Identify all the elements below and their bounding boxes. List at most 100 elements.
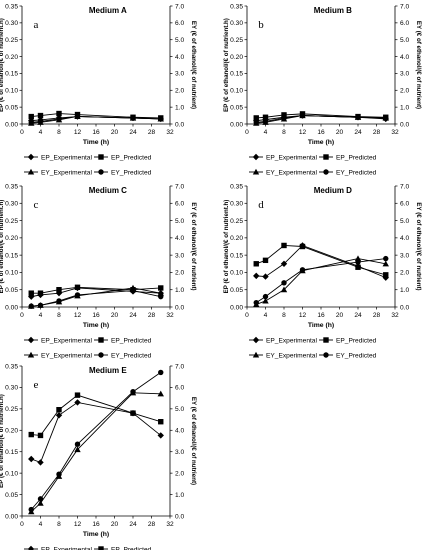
- x-axis-title: Time (h): [308, 322, 334, 329]
- x-tick-label: 28: [373, 129, 381, 136]
- legend-marker: [27, 153, 35, 161]
- x-axis-title: Time (h): [83, 531, 109, 538]
- legend-marker: [323, 337, 329, 343]
- legend-label: EY_Experimental: [41, 169, 92, 176]
- x-tick-label: 8: [282, 129, 286, 136]
- x-tick-label: 8: [282, 312, 286, 319]
- data-point: [157, 432, 164, 439]
- y-left-tick-label: 0.15: [230, 71, 243, 78]
- chart-title: Medium E: [89, 366, 127, 375]
- legend-label: EP_Experimental: [41, 337, 92, 344]
- data-point: [281, 242, 287, 249]
- x-tick-label: 8: [57, 312, 61, 319]
- y-left-tick-label: 0.35: [230, 183, 243, 190]
- series-EY_Experimental: [28, 389, 164, 515]
- y-right-tick-label: 5.0: [400, 218, 409, 225]
- legend-item: EP_Experimental: [24, 153, 92, 161]
- x-tick-label: 28: [148, 312, 156, 319]
- y-left-tick-label: 0.25: [5, 218, 18, 225]
- y-left-tick-label: 0.15: [5, 71, 18, 78]
- y-right-tick-label: 4.0: [400, 54, 409, 61]
- x-tick-label: 20: [111, 312, 119, 319]
- data-point: [157, 289, 164, 296]
- chart-panel-c: 0.00 0.05 0.10 0.15 0.20 0.25 0.30 0.35 0.0 1.0 2.…: [0, 183, 197, 359]
- x-tick-label: 12: [74, 521, 82, 528]
- y-left-tick-label: 0.05: [5, 287, 18, 294]
- y-right-tick-label: 5.0: [175, 37, 184, 44]
- legend-marker: [98, 169, 104, 175]
- legend: EP_Experimental EP_Predicted EY_Experiment…: [249, 153, 377, 176]
- series-EP_Experimental: [253, 112, 389, 124]
- x-tick-label: 16: [317, 312, 325, 319]
- legend-marker: [98, 154, 104, 160]
- y-axis-right-title: EY (€ of ethanol/(€ of nutrient): [415, 21, 422, 109]
- y-axis-right-title: EY (€ of ethanol/(€ of nutrient): [190, 21, 197, 109]
- x-tick-label: 24: [129, 129, 137, 136]
- y-left-tick-label: 0.05: [5, 492, 18, 499]
- legend-marker: [323, 169, 329, 175]
- y-right-tick-label: 7.0: [400, 183, 409, 190]
- x-tick-label: 12: [299, 129, 307, 136]
- legend-item: EP_Predicted: [319, 154, 377, 161]
- x-tick-label: 32: [166, 129, 174, 136]
- y-right-tick-label: 7.0: [400, 3, 409, 10]
- data-point: [28, 455, 35, 463]
- legend-label: EY_Experimental: [41, 352, 92, 359]
- series-line: [256, 258, 386, 304]
- legend-item: EP_Experimental: [24, 336, 92, 344]
- y-left-tick-label: 0.00: [230, 121, 243, 128]
- y-left-tick-label: 0.35: [5, 363, 18, 370]
- y-right-tick-label: 3.0: [175, 252, 184, 259]
- data-point: [55, 412, 63, 419]
- x-tick-label: 0: [20, 312, 24, 319]
- data-point: [74, 292, 81, 298]
- data-point: [74, 392, 81, 398]
- y-axis-right-title: EY (€ of ethanol/(€ of nutrient): [415, 202, 422, 290]
- x-tick-label: 0: [245, 312, 249, 319]
- x-tick-label: 4: [39, 312, 43, 319]
- legend-item: EY_Experimental: [24, 168, 92, 176]
- legend-label: EP_Experimental: [41, 154, 92, 161]
- series-EY_Predicted: [28, 113, 164, 126]
- y-left-tick-label: 0.10: [5, 470, 18, 477]
- legend-item: EY_Experimental: [249, 351, 317, 359]
- legend: EP_Experimental EP_Predicted EY_Experiment…: [24, 336, 152, 359]
- y-axis-left-title: EP (€ of ethanol/(€ of nutrient.h): [0, 200, 5, 294]
- x-tick-label: 32: [391, 312, 399, 319]
- data-point: [37, 112, 44, 119]
- data-point: [37, 499, 44, 506]
- y-left-tick-label: 0.00: [5, 304, 18, 311]
- y-left-tick-label: 0.15: [5, 449, 18, 456]
- chart-title: Medium C: [89, 186, 127, 195]
- data-point: [158, 419, 164, 425]
- y-right-tick-label: 0.0: [400, 304, 409, 311]
- data-point: [37, 302, 44, 308]
- series-EY_Predicted: [28, 287, 164, 309]
- y-left-tick-label: 0.00: [5, 513, 18, 520]
- data-point: [74, 399, 81, 406]
- data-point: [354, 255, 362, 262]
- series-line: [31, 401, 162, 464]
- x-tick-label: 16: [92, 521, 100, 528]
- panel-letter: c: [34, 199, 39, 211]
- y-left-tick-label: 0.30: [230, 20, 243, 27]
- series-EY_Predicted: [253, 112, 389, 126]
- series-EY_Predicted: [253, 255, 389, 306]
- data-point: [299, 243, 306, 250]
- x-tick-label: 4: [264, 312, 268, 319]
- x-tick-label: 32: [166, 521, 174, 528]
- y-right-tick-label: 3.0: [400, 71, 409, 78]
- y-axis-left-title: EP (€ of ethanol/(€ of nutrient.h): [223, 18, 230, 112]
- series-EP_Experimental: [28, 399, 164, 466]
- data-point: [37, 496, 44, 502]
- y-right-tick-label: 5.0: [175, 406, 184, 413]
- y-left-tick-label: 0.25: [5, 37, 18, 44]
- legend-item: EP_Predicted: [94, 154, 152, 161]
- legend-item: EP_Predicted: [319, 337, 377, 344]
- y-right-tick-label: 1.0: [175, 492, 184, 499]
- data-point: [383, 272, 389, 278]
- y-left-tick-label: 0.00: [5, 121, 18, 128]
- x-tick-label: 24: [129, 312, 137, 319]
- y-right-tick-label: 6.0: [400, 201, 409, 208]
- legend-marker: [252, 153, 260, 161]
